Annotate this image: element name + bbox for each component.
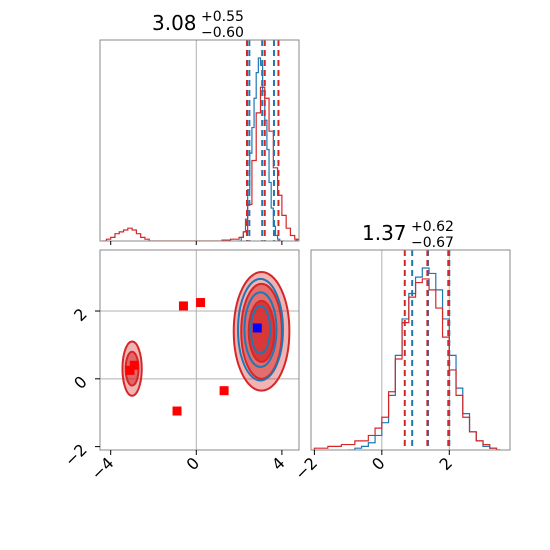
- marginal-1-title-plus: +0.55: [201, 9, 244, 25]
- marker-marker_red: [219, 386, 229, 396]
- histogram-step-blue: [239, 57, 284, 241]
- axes-frame: [310, 249, 511, 451]
- marginal-2-title: 1.37 +0.62 −0.67: [362, 219, 454, 251]
- x-tick-label: 2: [435, 453, 456, 474]
- marginal-2-title-minus: −0.67: [411, 235, 454, 251]
- marker-marker_red: [172, 406, 182, 416]
- marker-marker_red: [129, 360, 139, 370]
- marginal-2-title-value: 1.37: [362, 221, 407, 245]
- x-tick-label: 4: [268, 453, 289, 474]
- joint-scatter-panel: [99, 249, 300, 451]
- contour-blue-level-2: [243, 291, 278, 368]
- marker-marker_red: [178, 301, 188, 311]
- histogram-step-blue: [348, 267, 501, 450]
- marginal-1-title: 3.08 +0.55 −0.60: [152, 9, 244, 41]
- x-tick-label: −2: [291, 453, 321, 483]
- axes-frame: [99, 249, 300, 451]
- contour-group: [121, 271, 291, 397]
- y-tick-label: −2: [61, 440, 91, 470]
- marker-marker_blue: [252, 323, 262, 333]
- axes-frame: [99, 39, 300, 242]
- marker-marker_red: [196, 298, 206, 308]
- x-tick-label: 0: [368, 453, 389, 474]
- x-tick-label: 0: [182, 453, 203, 474]
- marker-marker_red: [125, 365, 135, 375]
- x-tick-label: −4: [87, 453, 117, 483]
- histogram-series-group: [102, 57, 299, 241]
- contour-blue-level-1: [237, 277, 284, 382]
- histogram-step-red: [313, 278, 501, 450]
- marginal-1-histogram: [99, 39, 300, 242]
- marginal-2-histogram: [310, 249, 511, 451]
- histogram-step-red: [102, 86, 299, 241]
- histogram-series-group: [313, 267, 501, 450]
- contour-blue-level-3: [249, 304, 272, 355]
- marginal-1-title-value: 3.08: [152, 11, 197, 35]
- y-tick-label: 2: [70, 304, 91, 325]
- marginal-1-title-minus: −0.60: [201, 25, 244, 41]
- marginal-2-title-plus: +0.62: [411, 219, 454, 235]
- y-tick-label: 0: [70, 372, 91, 393]
